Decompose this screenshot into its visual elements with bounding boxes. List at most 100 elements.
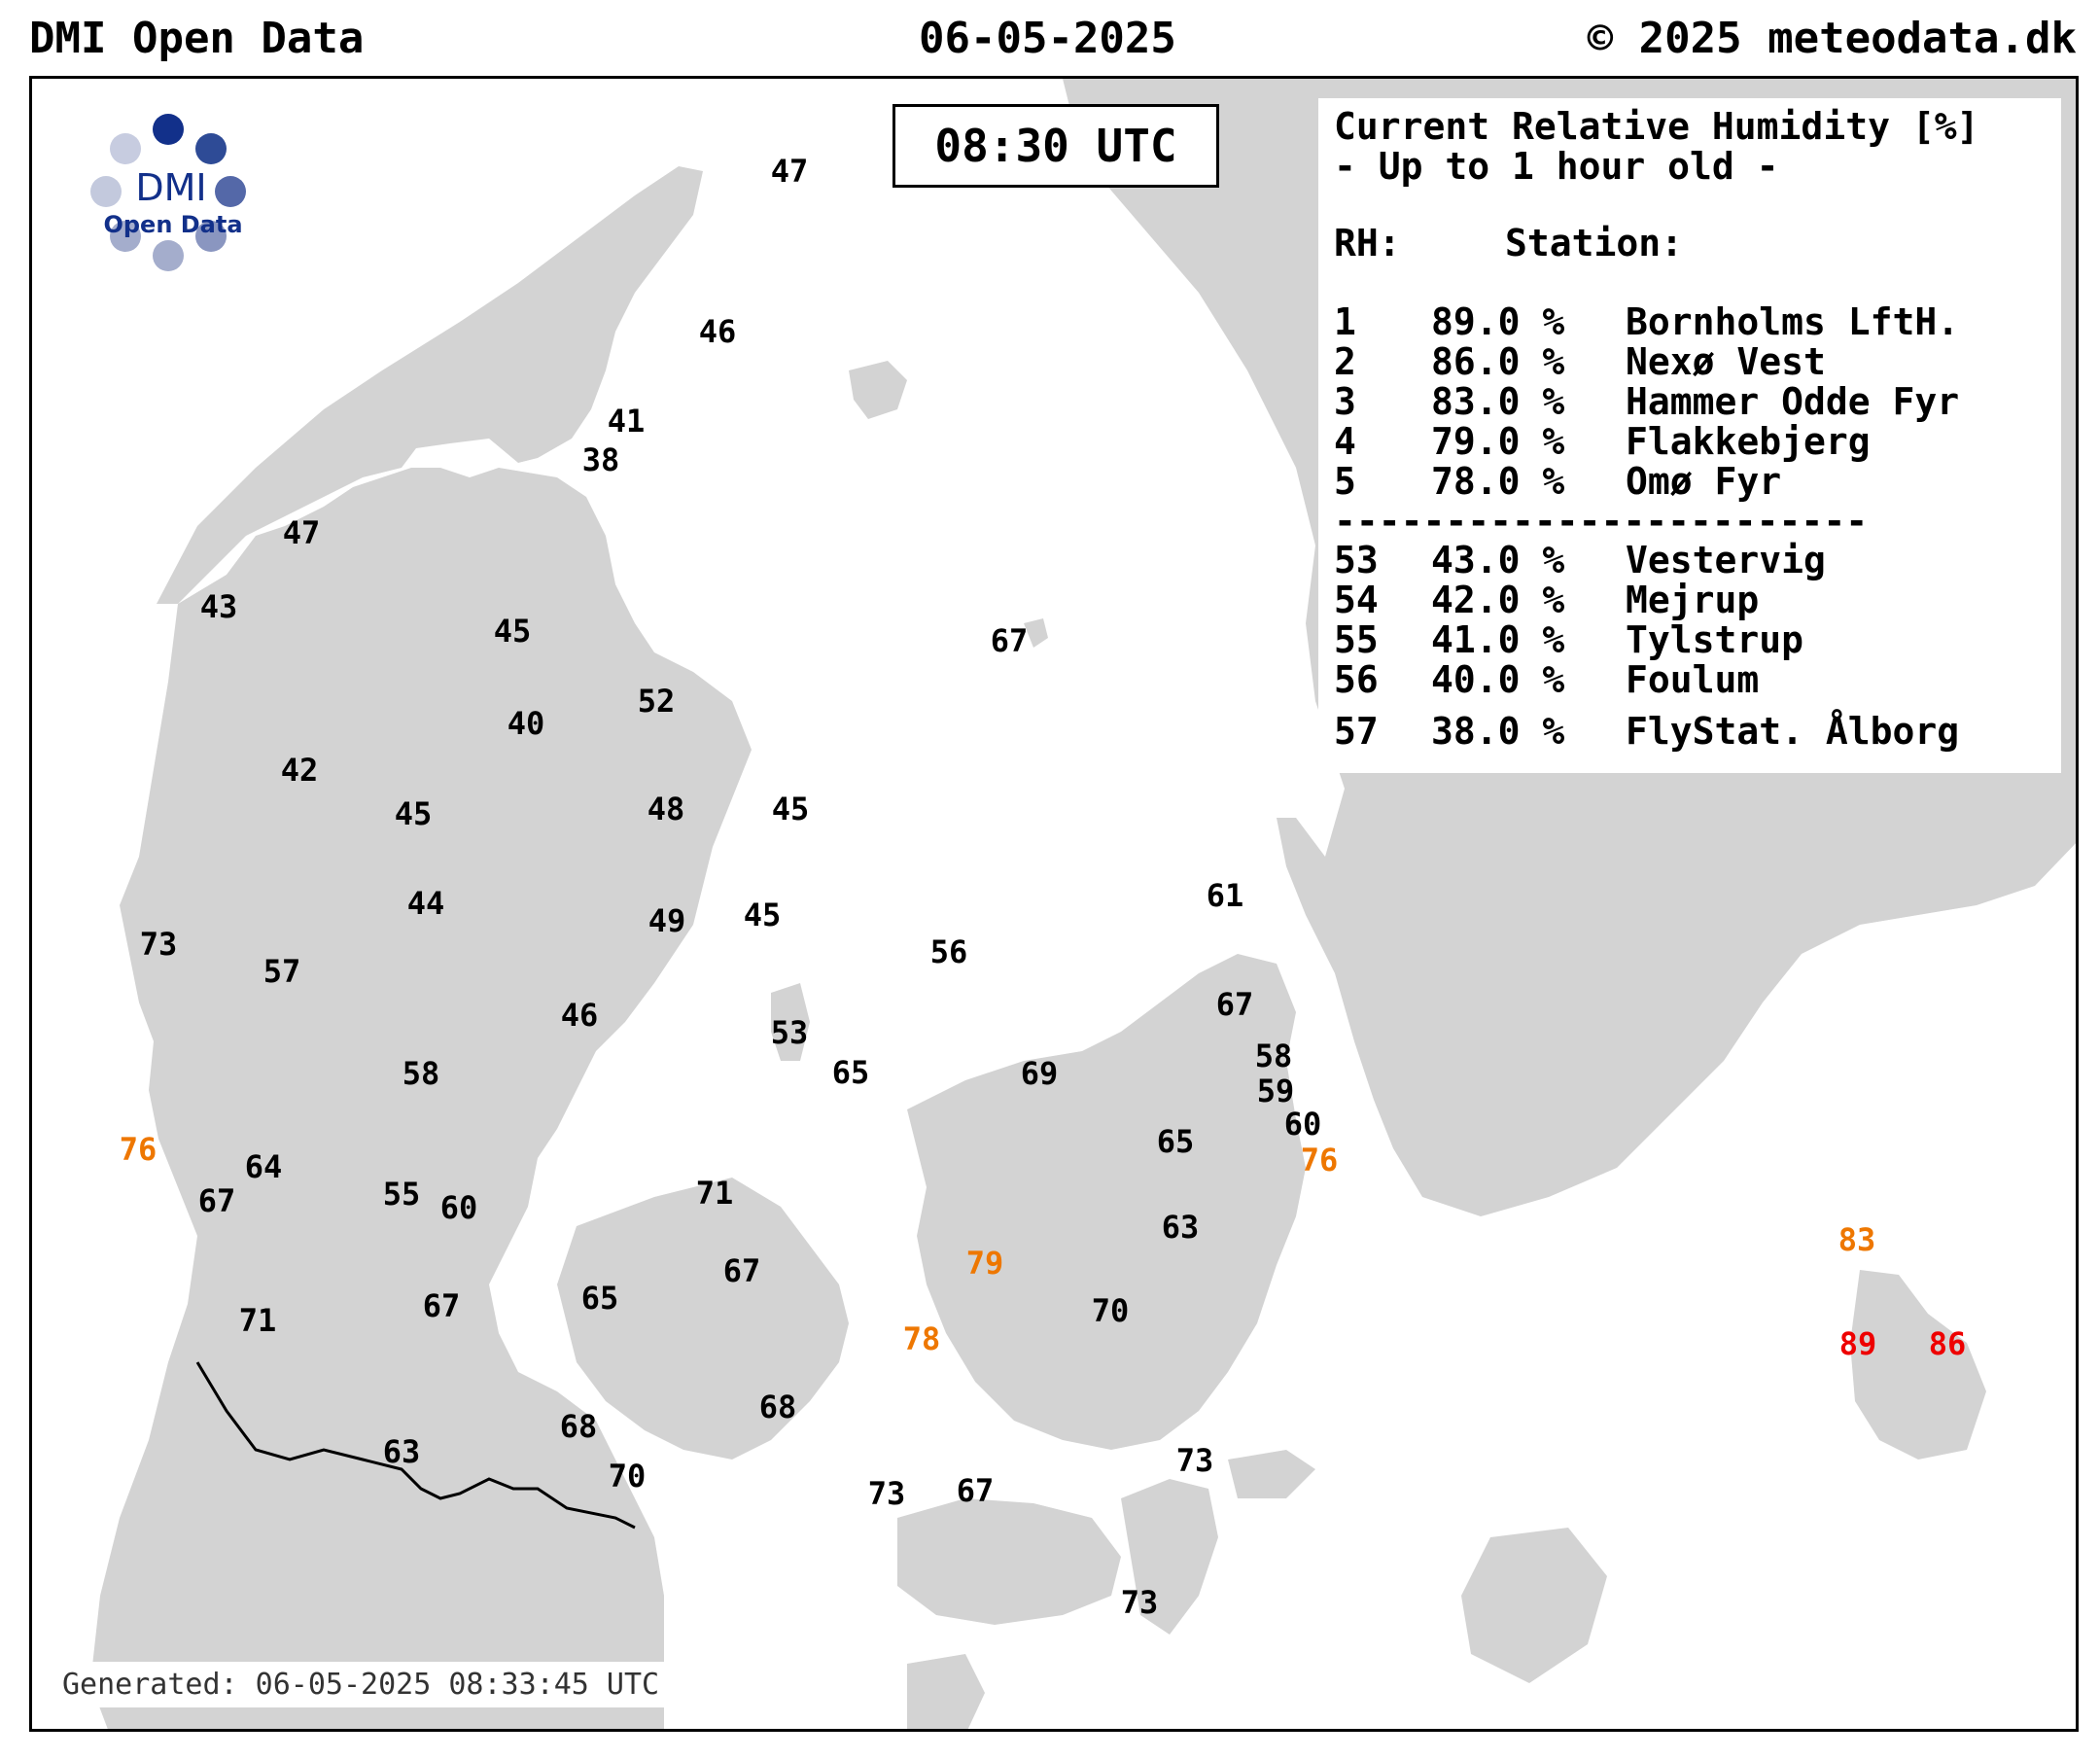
land-jutland: [90, 468, 752, 1729]
land-fyn: [557, 1178, 849, 1460]
legend-row: 1 89.0 % Bornholms LftH.: [1334, 300, 1960, 343]
station-value: 73: [1175, 1442, 1214, 1479]
station-value: 61: [1206, 877, 1244, 914]
station-value: 65: [580, 1280, 619, 1317]
station-value: 57: [262, 953, 301, 990]
station-value: 68: [758, 1389, 797, 1425]
legend-subtitle: - Up to 1 hour old -: [1334, 145, 1779, 188]
station-value: 46: [560, 997, 599, 1034]
logo-name: DMI: [135, 166, 207, 209]
station-value: 47: [282, 514, 321, 551]
station-value: 78: [902, 1320, 941, 1357]
legend-title: Current Relative Humidity [%]: [1334, 105, 1979, 148]
station-value: 67: [990, 622, 1029, 659]
legend-col-station: Station:: [1505, 222, 1684, 264]
legend-row: 2 86.0 % Nexø Vest: [1334, 340, 1826, 383]
station-value: 76: [119, 1131, 158, 1168]
legend-header: RH: Station:: [1334, 225, 2046, 264]
legend-row: 4 79.0 % Flakkebjerg: [1334, 420, 1871, 463]
station-value: 63: [382, 1433, 421, 1470]
station-value: 40: [507, 705, 545, 742]
station-value: 45: [771, 791, 810, 827]
station-value: 86: [1928, 1325, 1967, 1362]
station-value: 45: [394, 795, 433, 832]
station-value: 42: [280, 752, 319, 789]
logo-dot: [153, 240, 184, 271]
station-value: 60: [1283, 1106, 1322, 1143]
land-anholt: [1024, 618, 1048, 648]
land-laeso: [849, 361, 907, 419]
dmi-logo: DMI Open Data: [61, 98, 275, 312]
header-copyright: © 2025 meteodata.dk: [1587, 14, 2077, 63]
station-value: 47: [770, 153, 809, 190]
station-value: 73: [1120, 1584, 1159, 1621]
station-value: 79: [965, 1245, 1004, 1282]
station-value: 38: [581, 441, 620, 478]
header-date: 06-05-2025: [919, 14, 1176, 63]
station-value: 67: [722, 1252, 761, 1289]
station-value: 53: [770, 1014, 809, 1051]
logo-dot: [215, 176, 246, 207]
station-value: 67: [422, 1287, 461, 1324]
land-lolland: [897, 1498, 1121, 1625]
station-value: 44: [406, 885, 445, 922]
generated-timestamp: Generated: 06-05-2025 08:33:45 UTC: [47, 1662, 676, 1707]
legend-row: 53 43.0 % Vestervig: [1334, 539, 1826, 581]
land-zealand: [907, 954, 1306, 1450]
time-box: 08:30 UTC: [892, 104, 1219, 188]
station-value: 73: [867, 1475, 906, 1512]
station-value: 45: [493, 613, 532, 650]
land-bornholm: [1850, 1270, 1986, 1460]
station-value: 58: [402, 1055, 440, 1092]
logo-dot: [195, 133, 227, 164]
station-value: 67: [197, 1182, 236, 1219]
station-value: 89: [1838, 1325, 1877, 1362]
legend-row: 55 41.0 % Tylstrup: [1334, 618, 1804, 661]
legend-row: 5 78.0 % Omø Fyr: [1334, 460, 1782, 503]
land-samso: [771, 983, 810, 1061]
station-value: 70: [1091, 1292, 1130, 1329]
land-rugen: [1461, 1528, 1607, 1683]
station-value: 65: [831, 1054, 870, 1091]
logo-dot: [110, 133, 141, 164]
logo-dot: [110, 221, 141, 252]
station-value: 58: [1254, 1038, 1293, 1074]
legend-row: 57 38.0 % FlyStat. Ålborg: [1334, 710, 1960, 753]
legend-row: 54 42.0 % Mejrup: [1334, 579, 1760, 621]
station-value: 55: [382, 1176, 421, 1213]
legend-col-rh: RH:: [1334, 222, 1401, 264]
station-value: 67: [1215, 986, 1254, 1023]
station-value: 83: [1838, 1221, 1876, 1258]
station-value: 65: [1156, 1123, 1195, 1160]
station-value: 64: [244, 1148, 283, 1185]
land-falster: [1121, 1479, 1218, 1635]
station-value: 41: [607, 403, 646, 440]
station-value: 70: [608, 1458, 647, 1495]
station-value: 71: [695, 1175, 734, 1212]
station-value: 67: [956, 1472, 995, 1509]
logo-subtitle: Open Data: [103, 211, 243, 238]
station-value: 60: [439, 1189, 478, 1226]
station-value: 43: [199, 588, 238, 625]
legend-row: 3 83.0 % Hammer Odde Fyr: [1334, 380, 1960, 423]
logo-dot: [153, 114, 184, 145]
station-value: 56: [929, 933, 968, 970]
station-value: 73: [139, 926, 178, 963]
station-value: 49: [648, 902, 686, 939]
legend-rows: 1 89.0 % Bornholms LftH. 2 86.0 % Nexø Vest …: [1334, 303, 2046, 753]
land-mon: [1228, 1450, 1315, 1498]
station-value: 46: [698, 313, 737, 350]
station-value: 68: [559, 1408, 598, 1445]
header-title: DMI Open Data: [29, 14, 365, 63]
legend-row: 56 40.0 % Foulum: [1334, 658, 1760, 701]
station-value: 71: [238, 1302, 277, 1339]
land-north-jutland: [157, 166, 703, 604]
logo-dot: [90, 176, 122, 207]
logo-dot: [195, 221, 227, 252]
station-value: 45: [743, 897, 782, 933]
humidity-map[interactable]: 08:30 UTC DMI Open Data Current Relative…: [29, 76, 2079, 1732]
legend-separator: ------------------------: [1334, 503, 1869, 542]
station-value: 76: [1300, 1142, 1339, 1179]
station-value: 52: [637, 683, 676, 720]
station-value: 59: [1256, 1073, 1295, 1109]
